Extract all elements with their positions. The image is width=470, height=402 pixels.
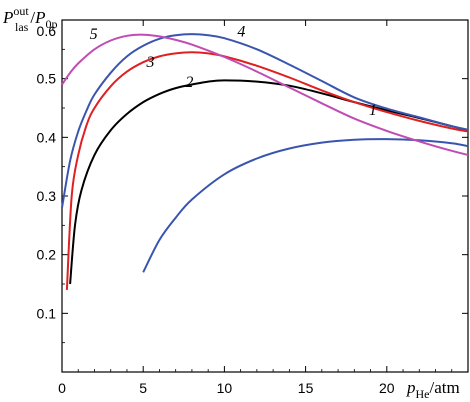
y-tick-label: 0.3 — [37, 188, 57, 204]
y-axis-title-sep: / — [30, 8, 35, 27]
series-label-1: 1 — [369, 102, 377, 119]
x-tick-label: 20 — [379, 380, 395, 396]
series-line-2 — [69, 79, 469, 285]
y-tick-label: 0.4 — [37, 129, 57, 145]
y-axis-title-main2: P — [34, 8, 45, 27]
series-layer — [61, 33, 469, 290]
x-tick-label: 0 — [58, 380, 66, 396]
x-axis-title-sub: He — [416, 387, 430, 401]
series-line-3 — [65, 51, 469, 290]
x-tick-label: 5 — [139, 380, 147, 396]
y-tick-label: 0.2 — [37, 247, 57, 263]
y-axis-title-sup: out — [13, 4, 29, 18]
series-label-3: 3 — [145, 54, 154, 71]
y-tick-label: 0.5 — [37, 71, 57, 87]
series-line-1 — [142, 138, 469, 273]
y-tick-label-top: 0.6 — [37, 23, 57, 39]
x-tick-label: 10 — [217, 380, 233, 396]
series-line-4 — [61, 33, 469, 208]
y-axis-title-sub2: 0p — [45, 17, 57, 31]
x-axis-title-main: p — [406, 378, 416, 397]
axes: 0 5 10 15 200.10.20.30.40.50.6 — [37, 19, 469, 396]
series-label-5: 5 — [90, 26, 98, 43]
curve-labels: 1 2 3 4 5 — [90, 23, 377, 119]
y-tick-label: 0.1 — [37, 305, 57, 321]
y-axis-title: Pout las/P0p — [2, 4, 57, 34]
y-axis-title-sub: las — [15, 20, 29, 34]
series-label-4: 4 — [237, 23, 245, 40]
series-line-5 — [61, 33, 469, 156]
x-axis-title-unit: /atm — [430, 378, 460, 397]
series-label-2: 2 — [185, 74, 193, 91]
x-tick-label: 15 — [298, 380, 314, 396]
x-axis-title: pHe/atm — [406, 378, 460, 401]
y-axis-title-main: P — [2, 8, 13, 27]
